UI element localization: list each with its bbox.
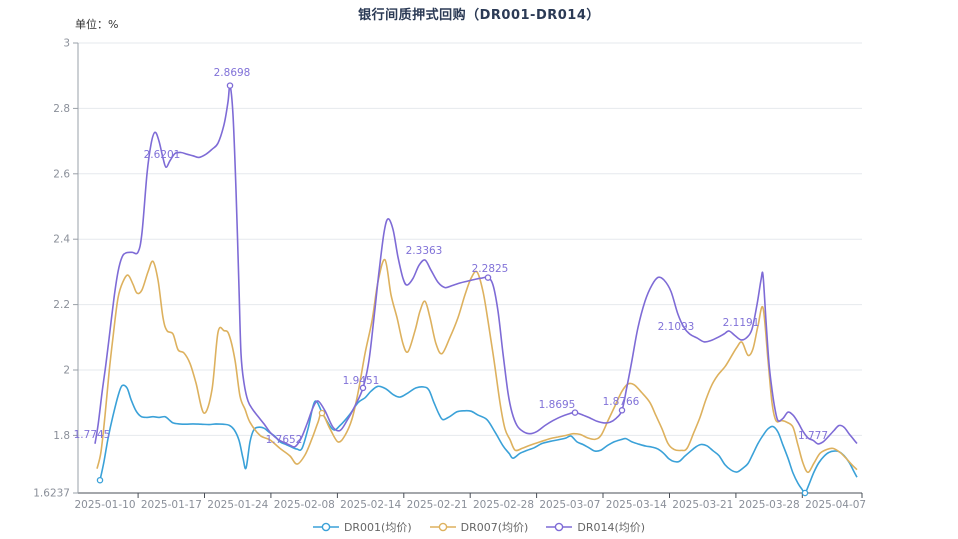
value-annotation: 2.2825 [472,263,509,275]
value-annotation: 2.3363 [406,245,443,257]
x-tick-label: 2025-02-08 [274,499,335,511]
chart-title: 银行间质押式回购（DR001-DR014） [358,8,600,23]
y-tick-label: 3 [63,38,70,50]
series-marker-DR001 [96,476,104,484]
x-tick-label: 2025-03-21 [672,499,733,511]
series-marker-DR014 [618,407,626,414]
x-tick-label: 2025-03-28 [739,499,800,511]
value-annotation: 2.1191 [723,317,760,329]
y-tick-label: 2.4 [53,234,70,246]
value-annotation: 2.1093 [658,321,695,333]
series-marker-DR001 [801,489,809,497]
value-annotation: 2.6201 [144,149,181,161]
legend-item-DR014[interactable]: DR014(均价) [546,519,645,535]
y-tick-label: 2 [63,365,70,377]
series-line-DR014 [94,84,858,448]
legend-item-DR007[interactable]: DR007(均价) [429,519,529,535]
x-tick-label: 2025-01-17 [141,499,202,511]
y-tick-label: 1.6237 [33,488,70,500]
series-marker-DR014 [571,409,579,416]
x-tick-label: 2025-02-21 [407,499,468,511]
y-tick-label: 1.8 [53,430,70,442]
value-annotation: 1.8766 [603,396,640,408]
x-tick-label: 2025-02-14 [340,499,401,511]
value-annotation: 1.7745 [74,429,111,441]
legend-line-circle-icon [546,522,573,532]
x-tick-label: 2025-04-07 [805,499,866,511]
series-line-DR007 [96,258,858,474]
x-tick-label: 2025-03-14 [606,499,667,511]
y-tick-label: 2.6 [53,168,70,180]
legend-line-circle-icon [312,522,339,532]
value-annotation: 1.777 [798,430,828,442]
legend: DR001(均价) DR007(均价) DR014(均价) [0,519,958,535]
value-annotation: 1.8695 [539,399,576,411]
series-marker-DR007 [318,409,326,417]
series-marker-DR014 [226,82,234,89]
x-tick-label: 2025-01-24 [207,499,268,511]
y-tick-label: 2.2 [53,299,70,311]
x-tick-label: 2025-03-07 [539,499,600,511]
value-annotation: 1.7652 [266,434,303,446]
legend-label: DR014(均价) [577,521,646,534]
series-marker-DR014 [484,274,492,281]
legend-item-DR001[interactable]: DR001(均价) [312,519,412,535]
unit-label: 单位：% [75,18,119,31]
series-marker-DR014 [359,384,367,392]
x-tick-label: 2025-01-10 [74,499,135,511]
series-line-DR001 [99,384,858,494]
legend-label: DR001(均价) [343,521,412,534]
value-annotation: 1.9451 [343,375,380,387]
legend-label: DR007(均价) [460,521,529,534]
value-annotation: 2.8698 [214,67,251,79]
legend-line-circle-icon [429,522,456,532]
y-tick-label: 2.8 [53,103,70,115]
x-tick-label: 2025-02-28 [473,499,534,511]
